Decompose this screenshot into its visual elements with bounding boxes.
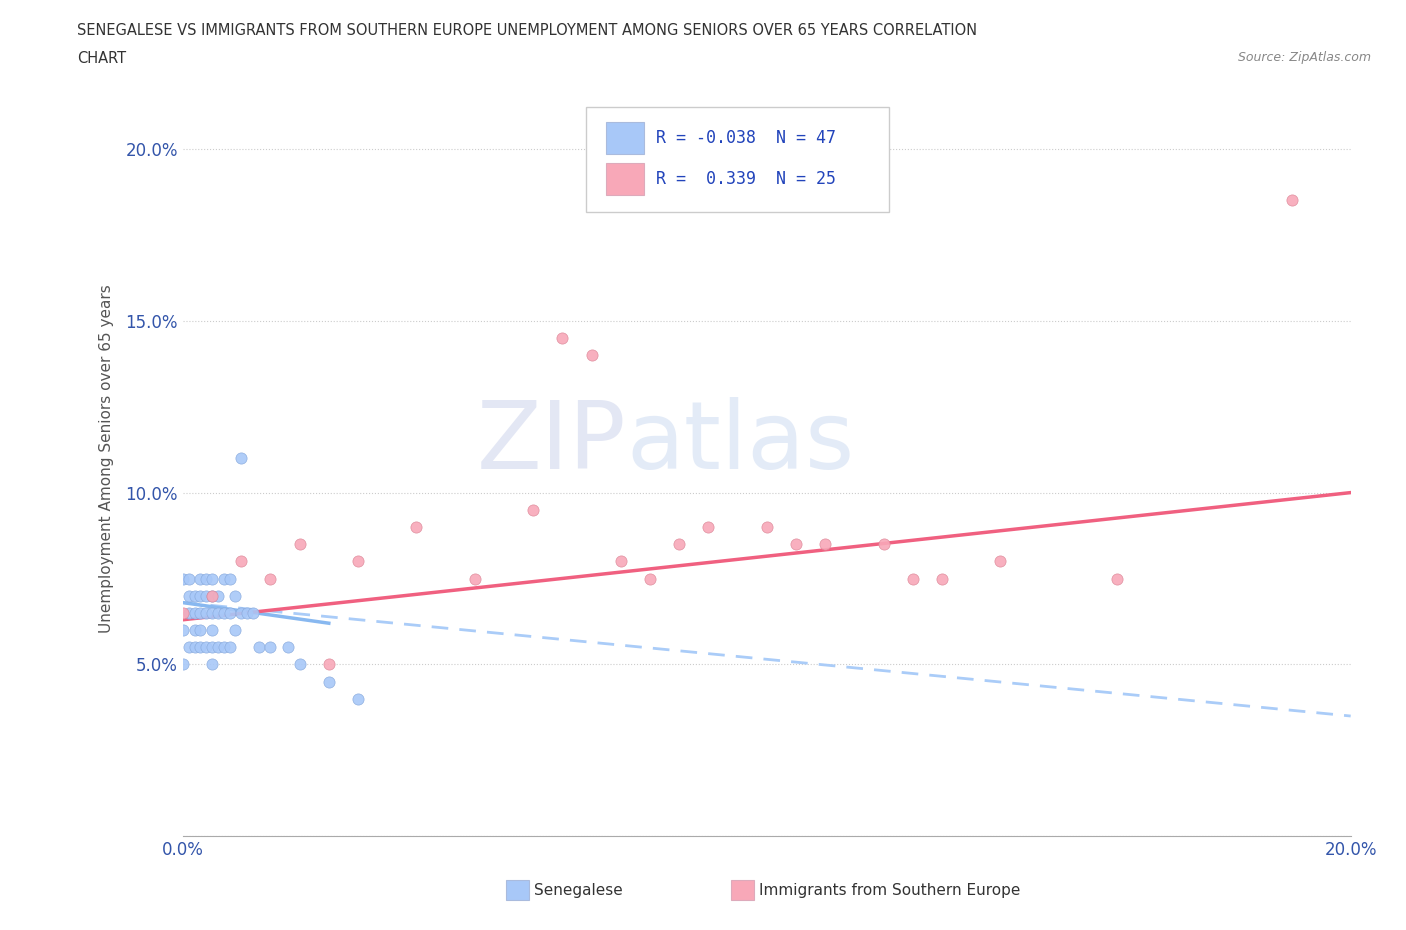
Point: [247, 640, 270, 655]
Point: [177, 640, 200, 655]
Point: [231, 554, 253, 569]
Point: [207, 605, 229, 620]
Point: [347, 554, 370, 569]
Point: [347, 691, 370, 706]
Point: [172, 623, 194, 638]
Text: R = -0.038  N = 47: R = -0.038 N = 47: [655, 129, 835, 147]
Text: ZIP: ZIP: [477, 397, 627, 489]
Point: [188, 640, 211, 655]
Point: [212, 640, 235, 655]
Point: [183, 589, 205, 604]
Point: [218, 605, 240, 620]
Point: [183, 623, 205, 638]
Point: [610, 554, 633, 569]
Point: [224, 589, 246, 604]
Point: [183, 640, 205, 655]
Point: [236, 605, 259, 620]
Point: [195, 589, 218, 604]
Point: [201, 589, 224, 604]
Point: [318, 674, 340, 689]
FancyBboxPatch shape: [586, 107, 890, 212]
Point: [872, 537, 894, 551]
Point: [901, 571, 924, 586]
Point: [581, 348, 603, 363]
Point: [201, 623, 224, 638]
Point: [288, 537, 311, 551]
Point: [785, 537, 807, 551]
Bar: [606, 164, 644, 195]
Point: [172, 571, 194, 586]
Point: [551, 330, 574, 345]
Point: [177, 589, 200, 604]
Point: [259, 640, 281, 655]
Point: [188, 589, 211, 604]
Point: [638, 571, 661, 586]
Point: [207, 589, 229, 604]
Point: [183, 605, 205, 620]
Point: [522, 502, 544, 517]
Point: [212, 605, 235, 620]
Point: [697, 520, 720, 535]
Point: [277, 640, 299, 655]
Point: [464, 571, 486, 586]
Point: [988, 554, 1011, 569]
Point: [931, 571, 953, 586]
Point: [814, 537, 837, 551]
Text: atlas: atlas: [627, 397, 855, 489]
Point: [201, 589, 224, 604]
Point: [318, 657, 340, 671]
Point: [201, 640, 224, 655]
Text: CHART: CHART: [77, 51, 127, 66]
Point: [288, 657, 311, 671]
Text: Immigrants from Southern Europe: Immigrants from Southern Europe: [759, 883, 1021, 897]
Point: [259, 571, 281, 586]
Point: [755, 520, 778, 535]
Point: [195, 571, 218, 586]
Point: [172, 657, 194, 671]
Point: [218, 571, 240, 586]
Point: [177, 571, 200, 586]
Point: [1107, 571, 1129, 586]
Text: SENEGALESE VS IMMIGRANTS FROM SOUTHERN EUROPE UNEMPLOYMENT AMONG SENIORS OVER 65: SENEGALESE VS IMMIGRANTS FROM SOUTHERN E…: [77, 23, 977, 38]
Point: [188, 605, 211, 620]
Point: [224, 623, 246, 638]
Point: [188, 571, 211, 586]
Point: [1281, 193, 1303, 207]
Point: [218, 640, 240, 655]
Point: [207, 640, 229, 655]
Point: [172, 605, 194, 620]
Point: [231, 605, 253, 620]
Text: Source: ZipAtlas.com: Source: ZipAtlas.com: [1237, 51, 1371, 64]
Point: [201, 657, 224, 671]
Text: R =  0.339  N = 25: R = 0.339 N = 25: [655, 170, 835, 188]
Y-axis label: Unemployment Among Seniors over 65 years: Unemployment Among Seniors over 65 years: [100, 284, 114, 632]
Point: [177, 605, 200, 620]
Point: [195, 605, 218, 620]
Point: [405, 520, 427, 535]
Point: [195, 640, 218, 655]
Bar: [606, 123, 644, 154]
Point: [212, 571, 235, 586]
Point: [201, 571, 224, 586]
Point: [242, 605, 264, 620]
Text: Senegalese: Senegalese: [534, 883, 623, 897]
Point: [668, 537, 690, 551]
Point: [231, 451, 253, 466]
Point: [188, 623, 211, 638]
Point: [201, 605, 224, 620]
